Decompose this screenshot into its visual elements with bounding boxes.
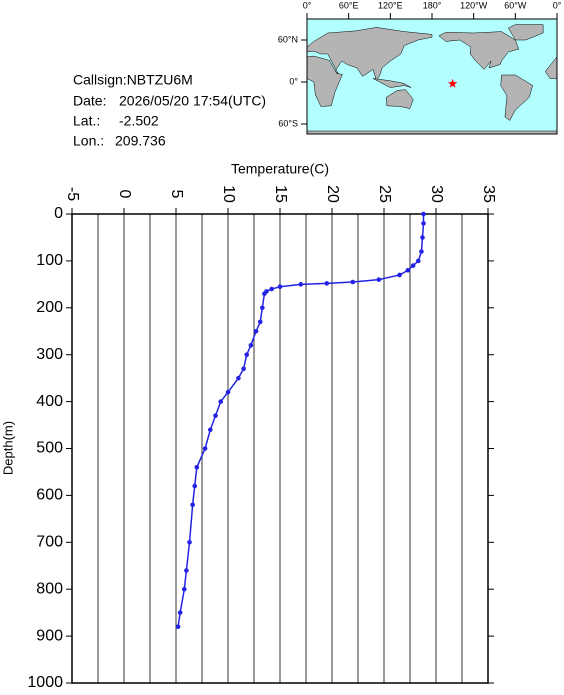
lat: -2.502: [119, 113, 159, 129]
profile-point: [419, 249, 424, 254]
date-label: Date:: [73, 93, 106, 109]
x-tick-label: 35: [480, 185, 497, 203]
map-lon-label: 60°W: [504, 0, 527, 10]
continent: [500, 74, 533, 121]
profile-point: [253, 328, 259, 334]
profile-point: [182, 586, 187, 592]
x-tick-label: 30: [428, 185, 445, 203]
profile-point: [410, 263, 416, 268]
profile-point: [208, 427, 213, 433]
map-lon-label: 180°: [423, 0, 442, 10]
x-tick-label: 25: [376, 185, 393, 203]
profile-point: [298, 282, 304, 287]
y-axis-label: Depth(m): [0, 421, 15, 475]
lat-label: Lat.:: [73, 113, 100, 129]
profile-point: [241, 366, 246, 372]
y-tick-label: 700: [36, 534, 63, 551]
y-tick-label: 500: [36, 440, 63, 457]
x-tick-label: 5: [168, 190, 185, 199]
profile-point: [202, 446, 208, 451]
x-tick-label: 15: [272, 185, 289, 203]
profile-point: [218, 399, 224, 404]
lon-label: Lon.:: [73, 133, 104, 149]
map-lon-label: 0°: [553, 0, 562, 10]
y-tick-label: 200: [36, 299, 63, 316]
profile-line: [177, 214, 425, 627]
profile-point: [421, 221, 426, 226]
profile-point: [405, 267, 411, 273]
profile-point: [262, 291, 267, 297]
profile-point: [175, 624, 181, 630]
profile-point: [277, 284, 283, 289]
x-tick-label: 10: [220, 185, 237, 203]
profile-point: [397, 272, 402, 278]
y-tick-label: 100: [36, 252, 63, 269]
profile-point: [416, 258, 421, 264]
profile-point: [257, 319, 263, 325]
y-tick-label: 600: [36, 487, 63, 504]
continent: [438, 31, 520, 70]
x-tick-label: 0: [116, 190, 133, 199]
x-tick-label: 20: [324, 185, 341, 203]
profile-point: [421, 211, 426, 217]
x-axis-label: Temperature(C): [231, 161, 329, 177]
y-tick-label: 800: [36, 580, 63, 597]
callsign: Callsign:NBTZU6M: [73, 72, 193, 88]
profile-point: [177, 610, 183, 615]
profile-point: [260, 305, 265, 311]
continent: [307, 130, 557, 134]
profile-point: [244, 352, 250, 358]
y-tick-label: 1000: [27, 674, 63, 690]
map-lon-label: 120°W: [460, 0, 488, 10]
map-lon-label: 120°E: [378, 0, 403, 10]
date: 2026/05/20 17:54(UTC): [119, 93, 266, 109]
map-lon-label: 0°: [303, 0, 312, 10]
y-tick-label: 0: [54, 205, 63, 222]
map-lat-label: 60°S: [278, 118, 298, 128]
profile-point: [376, 277, 382, 282]
station-marker: [447, 78, 458, 88]
profile-point: [236, 375, 241, 381]
profile-point: [350, 279, 356, 285]
profile-point: [213, 413, 218, 418]
map-lon-label: 60°E: [339, 0, 359, 10]
profile-point: [192, 483, 198, 489]
x-tick-label: -5: [64, 187, 81, 201]
y-tick-label: 300: [36, 346, 63, 363]
profile-point: [269, 286, 274, 292]
lon: 209.736: [115, 133, 166, 149]
profile-point: [187, 540, 192, 545]
y-tick-label: 900: [36, 627, 63, 644]
continent: [508, 24, 544, 41]
continent: [307, 27, 433, 82]
map-land: [307, 24, 557, 134]
map-lat-label: 0°: [289, 76, 298, 86]
map-lat-label: 60°N: [278, 34, 298, 44]
continent: [372, 78, 412, 88]
profile-point: [194, 464, 200, 470]
profile-point: [324, 281, 330, 286]
profile-point: [184, 568, 189, 573]
plot-frame: [71, 213, 489, 684]
profile-point: [248, 343, 254, 348]
profile-point: [225, 389, 231, 395]
continent: [544, 56, 557, 79]
continent: [385, 89, 414, 109]
y-tick-label: 400: [36, 393, 63, 410]
continent: [307, 55, 343, 107]
profile-point: [420, 235, 425, 240]
profile-point: [190, 502, 195, 508]
